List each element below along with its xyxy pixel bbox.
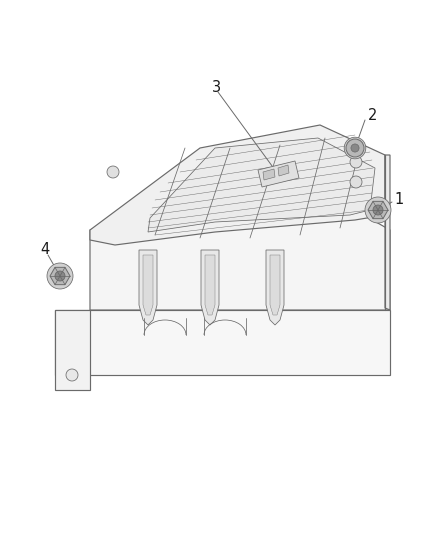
Circle shape	[350, 156, 362, 168]
Polygon shape	[143, 255, 153, 315]
Polygon shape	[278, 165, 289, 176]
Polygon shape	[148, 138, 375, 232]
Polygon shape	[205, 255, 215, 315]
Polygon shape	[55, 310, 90, 390]
Polygon shape	[55, 310, 390, 375]
Text: 1: 1	[394, 191, 403, 206]
Circle shape	[66, 369, 78, 381]
Circle shape	[346, 139, 364, 157]
Circle shape	[107, 166, 119, 178]
Polygon shape	[258, 161, 299, 187]
Polygon shape	[266, 250, 284, 325]
Polygon shape	[270, 255, 280, 315]
Polygon shape	[90, 125, 385, 245]
Polygon shape	[385, 155, 390, 310]
Circle shape	[344, 137, 366, 159]
Polygon shape	[201, 250, 219, 325]
Polygon shape	[139, 250, 157, 325]
Text: 3: 3	[212, 79, 221, 94]
Text: 4: 4	[40, 241, 49, 256]
Circle shape	[350, 176, 362, 188]
Circle shape	[55, 271, 65, 281]
Circle shape	[47, 263, 73, 289]
Circle shape	[351, 144, 359, 152]
Polygon shape	[368, 201, 388, 219]
Polygon shape	[90, 210, 390, 310]
Polygon shape	[50, 268, 70, 285]
Circle shape	[373, 205, 383, 215]
Polygon shape	[263, 169, 275, 180]
Circle shape	[365, 197, 391, 223]
Text: 2: 2	[368, 108, 378, 123]
